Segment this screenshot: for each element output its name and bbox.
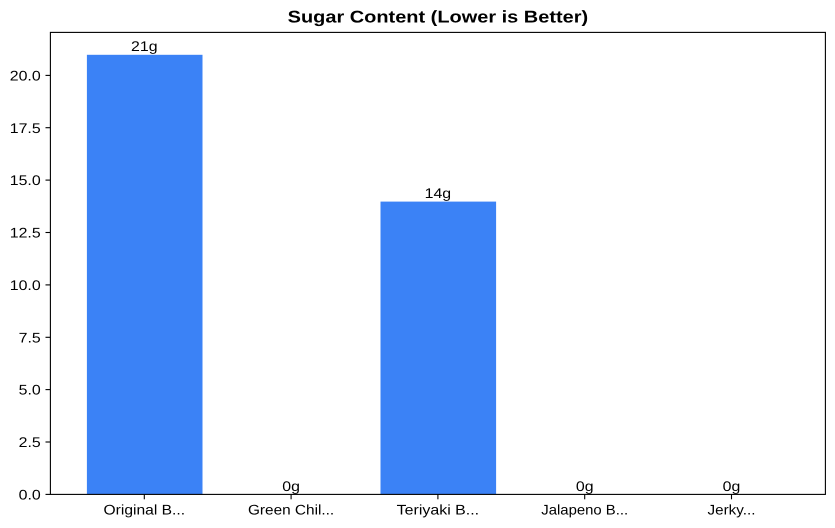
svg-text:0g: 0g <box>576 478 594 494</box>
svg-text:0.0: 0.0 <box>19 486 41 502</box>
svg-text:0g: 0g <box>282 478 300 494</box>
svg-text:Jerky...: Jerky... <box>708 502 756 518</box>
svg-text:0g: 0g <box>723 478 741 494</box>
svg-text:Green Chil...: Green Chil... <box>248 502 334 518</box>
svg-text:10.0: 10.0 <box>10 277 41 293</box>
svg-text:12.5: 12.5 <box>10 225 41 241</box>
svg-text:Original B...: Original B... <box>104 502 186 518</box>
svg-text:21g: 21g <box>131 38 157 54</box>
svg-text:14g: 14g <box>425 185 451 201</box>
svg-text:Teriyaki B...: Teriyaki B... <box>397 502 479 518</box>
svg-text:7.5: 7.5 <box>19 329 41 345</box>
svg-text:17.5: 17.5 <box>10 120 41 136</box>
svg-text:2.5: 2.5 <box>19 434 41 450</box>
svg-text:15.0: 15.0 <box>10 172 41 188</box>
svg-text:5.0: 5.0 <box>19 382 41 398</box>
svg-text:20.0: 20.0 <box>10 67 41 83</box>
svg-text:Jalapeno B...: Jalapeno B... <box>541 502 628 518</box>
svg-text:Sugar Content (Lower is Better: Sugar Content (Lower is Better) <box>288 8 588 27</box>
